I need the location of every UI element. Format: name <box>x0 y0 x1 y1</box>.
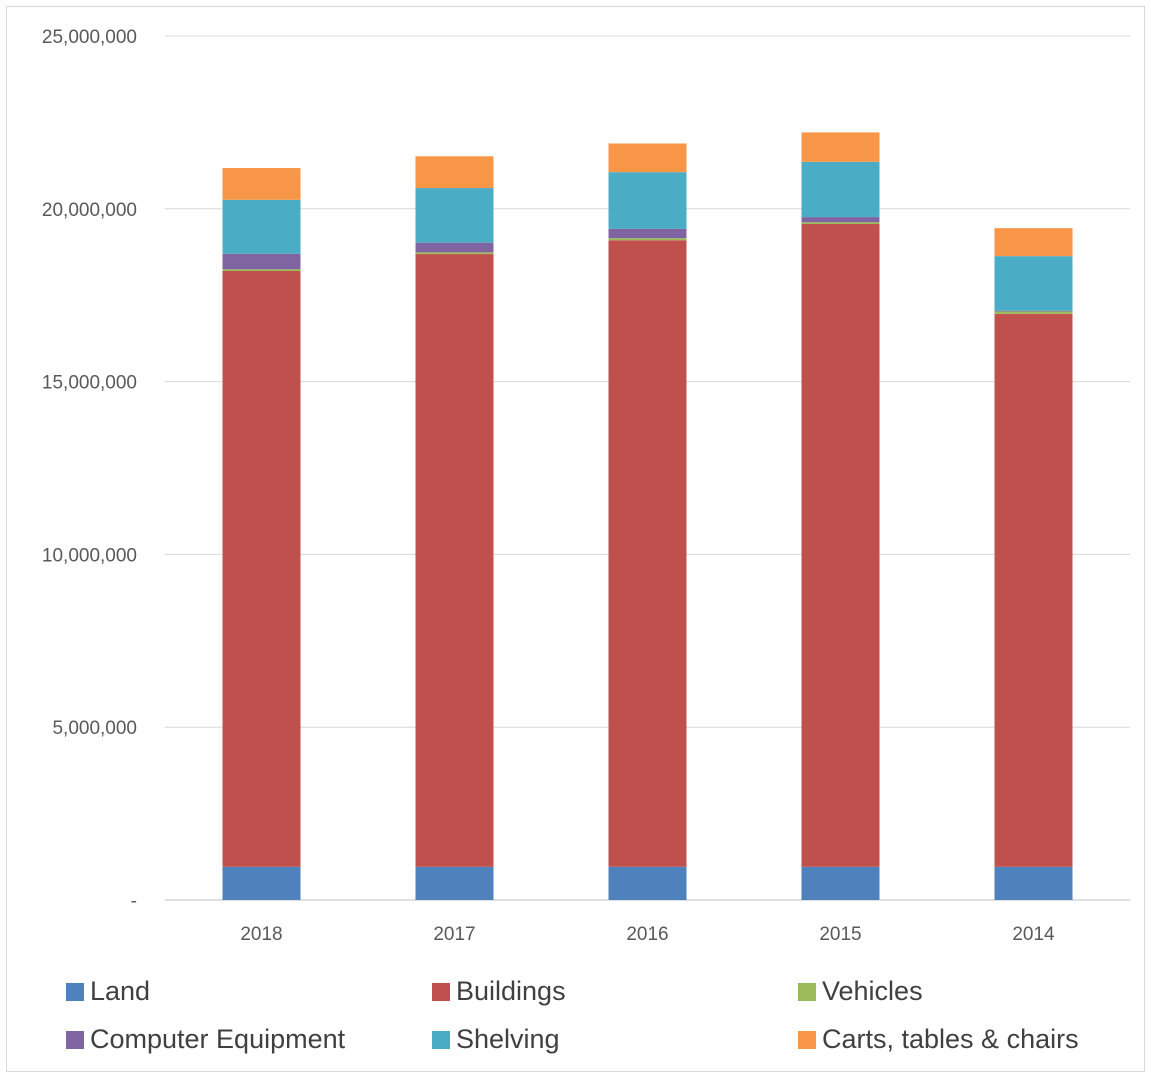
bar-stack-2015 <box>801 132 880 900</box>
legend-swatch <box>432 982 450 1001</box>
y-axis-tick-labels: - 5,000,000 10,000,000 15,000,000 20,000,000… <box>42 27 137 912</box>
bar-segment <box>994 866 1073 900</box>
bar-segment <box>994 310 1073 312</box>
legend-label: Shelving <box>456 1024 560 1054</box>
x-tick-label: 2015 <box>819 924 861 945</box>
legend-item: Buildings <box>432 976 566 1007</box>
legend-item: Carts, tables & chairs <box>798 1024 1079 1055</box>
legend-item: Land <box>66 976 150 1007</box>
x-tick-label: 2018 <box>240 924 282 945</box>
y-tick-label: - <box>131 891 137 912</box>
x-tick-label: 2017 <box>433 924 475 945</box>
bar-segment <box>801 132 880 162</box>
legend-swatch <box>432 1030 450 1049</box>
y-tick-label: 5,000,000 <box>52 718 137 739</box>
bar-stack-2016 <box>608 143 687 900</box>
bar-segment <box>222 253 301 270</box>
bar-segment <box>222 269 301 272</box>
legend-item: Computer Equipment <box>66 1024 345 1055</box>
bar-segment <box>222 866 301 900</box>
bar-segment <box>608 228 687 239</box>
bar-segment <box>994 311 1073 314</box>
bar-stack-2017 <box>415 156 494 900</box>
bar-segment <box>415 252 494 255</box>
bar-segment <box>994 228 1073 257</box>
chart-area <box>6 6 1145 1072</box>
bar-segment <box>222 168 301 200</box>
legend-item: Shelving <box>432 1024 560 1055</box>
bar-segment <box>608 172 687 229</box>
bar-segment <box>222 271 301 867</box>
stacked-bar-chart: - 5,000,000 10,000,000 15,000,000 20,000,000… <box>42 27 1130 945</box>
legend-label: Buildings <box>456 976 566 1006</box>
legend-swatch <box>798 1030 816 1049</box>
bar-segment <box>801 217 880 223</box>
x-tick-label: 2016 <box>626 924 668 945</box>
bar-stack-2014 <box>994 228 1073 900</box>
y-tick-label: 25,000,000 <box>42 27 137 48</box>
legend: Land Buildings Vehicles Computer Equipment S… <box>0 970 1151 1070</box>
bar-segment <box>801 161 880 218</box>
bar-segment <box>801 222 880 225</box>
bar-stack-2018 <box>222 168 301 900</box>
bar-segment <box>415 254 494 867</box>
bar-segment <box>415 866 494 900</box>
legend-swatch <box>66 1030 84 1049</box>
y-tick-label: 15,000,000 <box>42 373 137 394</box>
x-tick-label: 2014 <box>1012 924 1055 945</box>
legend-label: Carts, tables & chairs <box>822 1024 1079 1054</box>
legend-label: Vehicles <box>822 976 923 1006</box>
bar-segment <box>608 240 687 867</box>
legend-swatch <box>798 982 816 1001</box>
legend-swatch <box>66 982 84 1001</box>
legend-label: Computer Equipment <box>90 1024 346 1054</box>
bar-segment <box>415 188 494 243</box>
bar-segment <box>801 866 880 900</box>
x-axis-tick-labels: 2018 2017 2016 2015 2014 <box>240 924 1055 945</box>
bar-segment <box>994 256 1073 311</box>
bar-segment <box>415 156 494 189</box>
bar-segment <box>608 866 687 900</box>
bar-segment <box>608 238 687 241</box>
y-tick-label: 20,000,000 <box>42 200 137 221</box>
y-tick-label: 10,000,000 <box>42 545 137 566</box>
bar-segment <box>608 143 687 173</box>
legend-item: Vehicles <box>798 976 923 1007</box>
bar-segment <box>222 199 301 254</box>
bar-segment <box>994 313 1073 867</box>
bar-segment <box>801 224 880 867</box>
bars <box>222 132 1073 900</box>
legend-label: Land <box>90 976 151 1006</box>
bar-segment <box>415 242 494 253</box>
